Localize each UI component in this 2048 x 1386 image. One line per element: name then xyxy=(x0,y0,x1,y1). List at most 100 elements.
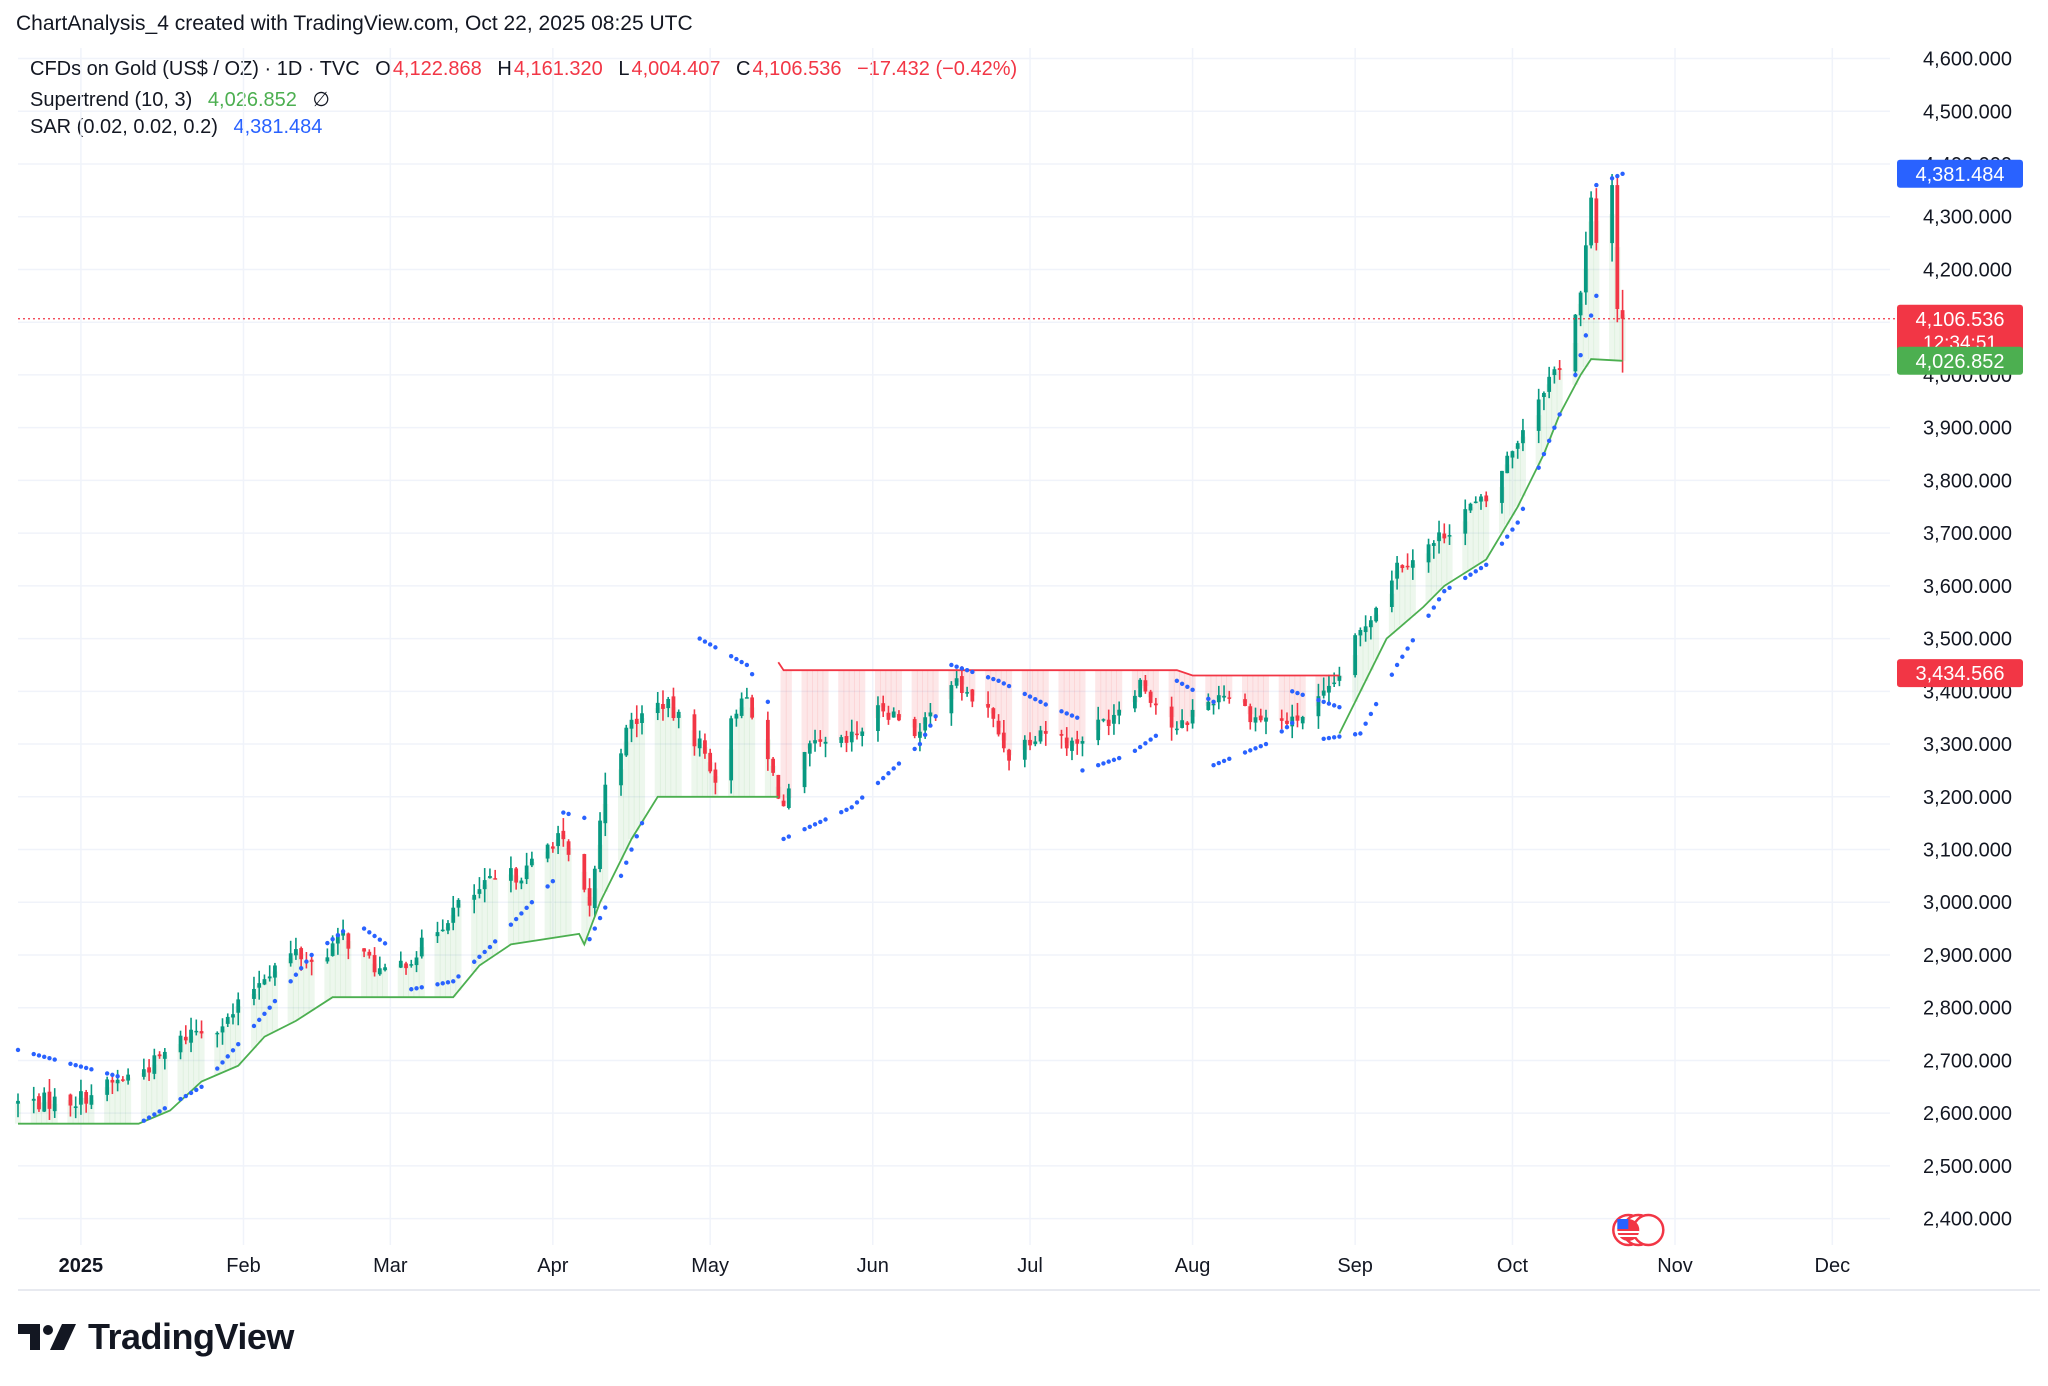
sar-dot xyxy=(1059,709,1064,714)
supertrend-fill-slice xyxy=(308,960,315,1011)
candle-up xyxy=(1536,388,1541,444)
supertrend-fill-slice xyxy=(990,670,997,714)
supertrend-fill-slice xyxy=(1289,675,1296,722)
candle-up xyxy=(257,970,262,1000)
price-axis[interactable]: 2,400.000 2,500.000 2,600.000 2,700.000 2,80… xyxy=(1897,49,2023,1231)
candle-body xyxy=(1153,703,1158,706)
candle-up xyxy=(377,956,382,976)
candle-body xyxy=(556,833,560,847)
candle-body xyxy=(1405,565,1410,568)
sar-dot xyxy=(802,827,807,832)
candle-up xyxy=(729,715,734,794)
candle-body xyxy=(472,894,477,900)
symbol-name[interactable]: CFDs on Gold (US$ / OZ) · 1D · TVC xyxy=(30,58,360,80)
candle-body xyxy=(514,868,519,883)
candle-body xyxy=(1022,739,1027,760)
candle-down xyxy=(68,1093,73,1117)
candle-down xyxy=(881,695,886,718)
sar-dot xyxy=(194,1087,199,1093)
candle-up xyxy=(524,852,529,885)
events-flag-icon[interactable] xyxy=(1612,1213,1665,1247)
supertrend-fill-slice xyxy=(146,1069,153,1120)
sar-dot xyxy=(949,662,954,668)
candle-body xyxy=(1028,739,1032,746)
candle-down xyxy=(566,839,571,862)
sar-dot xyxy=(545,884,550,889)
candle-body xyxy=(881,703,886,712)
supertrend-fill-slice xyxy=(1168,670,1175,718)
candle-body xyxy=(823,741,828,744)
candle-body xyxy=(1510,451,1515,458)
candle-body xyxy=(288,953,293,964)
candle-body xyxy=(1395,562,1399,579)
supertrend-fill-slice xyxy=(665,703,672,797)
candle-body xyxy=(1080,741,1085,744)
candle-down xyxy=(996,714,1001,737)
price-tick-label: 3,700.000 xyxy=(1923,523,2012,545)
supertrend-fill-slice xyxy=(1362,629,1369,681)
candle-body xyxy=(1620,310,1625,319)
sar-dot xyxy=(1185,684,1190,690)
supertrend-fill-slice xyxy=(874,670,881,719)
candle-down xyxy=(776,774,781,800)
candle-down xyxy=(120,1076,125,1082)
candle-down xyxy=(561,818,566,847)
supertrend-fill-slice xyxy=(408,964,415,998)
candle-up xyxy=(225,1013,230,1027)
candle-body xyxy=(529,858,534,866)
sar-dot xyxy=(382,941,388,946)
supertrend-legend[interactable]: Supertrend (10, 3) 4,026.852 ∅ xyxy=(30,87,332,112)
supertrend-fill-slice xyxy=(880,670,887,708)
candle-body xyxy=(1374,607,1379,622)
candle-up xyxy=(1589,191,1593,249)
sar-dot xyxy=(1006,683,1012,689)
candle-down xyxy=(404,961,408,975)
supertrend-fill-slice xyxy=(340,933,347,998)
sar-dot xyxy=(304,959,309,964)
candle-up xyxy=(676,709,681,729)
sar-dot xyxy=(1557,412,1562,417)
supertrend-fill-slice xyxy=(256,985,263,1043)
sar-dot xyxy=(1069,713,1075,718)
price-label-text: 4,381.484 xyxy=(1916,164,2005,186)
supertrend-fill-slice xyxy=(785,670,792,799)
sar-legend[interactable]: SAR (0.02, 0.02, 0.2) 4,381.484 xyxy=(30,116,324,139)
supertrend-fill-slice xyxy=(701,747,708,797)
candle-body xyxy=(1101,719,1106,721)
price-chart[interactable]: 2,400.000 2,500.000 2,600.000 2,700.000 2,80… xyxy=(0,0,2048,1310)
candle-body xyxy=(603,784,608,824)
candle-up xyxy=(734,709,739,727)
supertrend-fill-slice xyxy=(916,670,923,735)
supertrend-fill-slice xyxy=(177,1043,184,1101)
sar-dot xyxy=(639,820,645,826)
price-tick-label: 3,900.000 xyxy=(1923,418,2012,440)
supertrend-fill-slice xyxy=(1551,372,1558,428)
candle-up xyxy=(954,669,959,689)
tradingview-logo-icon xyxy=(18,1324,76,1350)
candle-up xyxy=(1316,683,1321,729)
sar-dot xyxy=(1279,729,1284,734)
candle-down xyxy=(47,1079,52,1120)
candle-up xyxy=(1473,496,1478,504)
candle-body xyxy=(419,937,424,957)
candle-up xyxy=(1337,666,1342,687)
price-tick-label: 2,400.000 xyxy=(1923,1209,2012,1231)
candle-body xyxy=(918,731,922,738)
sar-dot xyxy=(104,1071,110,1076)
candle-body xyxy=(1216,695,1221,703)
candle-body xyxy=(781,800,786,807)
time-axis[interactable]: 2025 Feb Mar Apr May Jun Jul Aug Sep Oct Nov Dec xyxy=(59,1255,1850,1277)
open-value: 4,122.868 xyxy=(392,58,482,80)
sar-dot xyxy=(1505,534,1510,539)
candle-up xyxy=(52,1088,57,1118)
supertrend-fill-slice xyxy=(1299,675,1306,721)
sar-dot xyxy=(1478,565,1484,571)
supertrend-fill-slice xyxy=(1079,670,1086,743)
sar-dot xyxy=(178,1096,183,1102)
sar-dot xyxy=(985,675,991,680)
sar-dot xyxy=(697,636,702,641)
candle-up xyxy=(73,1096,78,1119)
candle-up xyxy=(1096,706,1101,746)
candle-up xyxy=(849,719,854,752)
candle-up xyxy=(1479,494,1483,510)
